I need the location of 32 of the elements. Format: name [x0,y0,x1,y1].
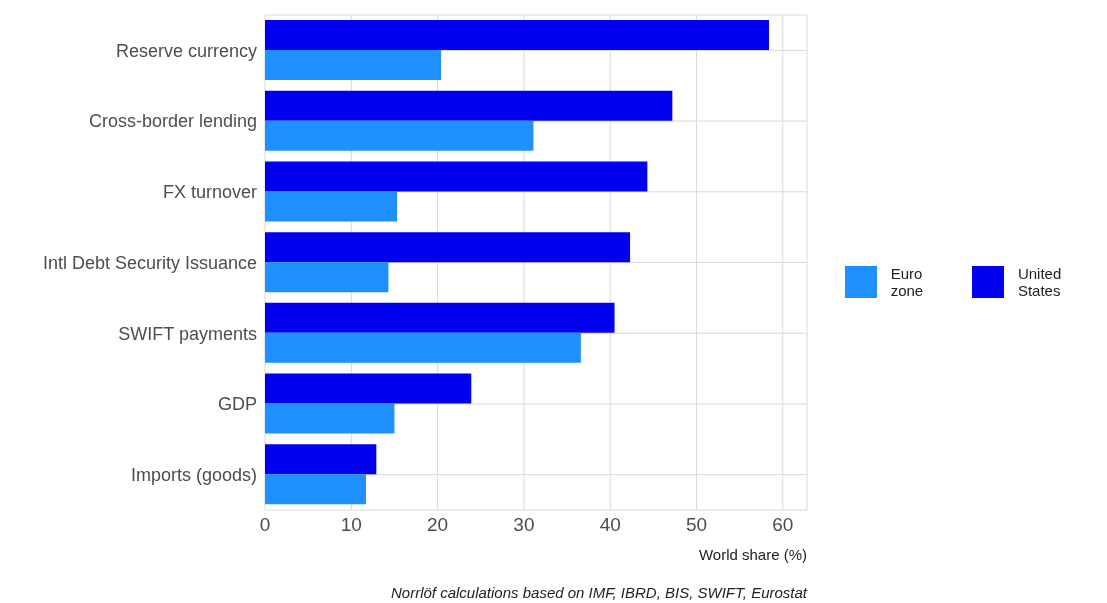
bar [265,332,581,363]
legend-label: Euro zone [890,265,925,299]
legend-label: United States [1017,265,1063,299]
bar [265,232,631,263]
bar [265,474,366,505]
y-tick-label: Intl Debt Security Issuance [42,252,257,273]
bar [265,90,673,121]
bar [265,20,770,50]
text: Norrlöf calculations based on IMF, IBRD, BIS, SWIFT, Eurostat [391,584,807,601]
x-tick-label: 10 [340,514,362,536]
y-tick-label: Imports (goods) [130,465,257,486]
x-tick-label: 30 [513,514,535,536]
y-tick-label: SWIFT payments [118,323,257,344]
bar [265,191,398,222]
bar [265,302,615,333]
y-tick-label: FX turnover [162,182,257,203]
x-tick-label: 60 [772,514,794,536]
bar [265,403,395,434]
bar [265,444,377,475]
x-tick-label: 0 [259,514,271,536]
bar [265,50,442,80]
y-tick-label: Reserve currency [115,40,257,61]
bar [265,373,472,404]
y-tick-label: GDP [217,394,257,415]
bar [265,161,648,192]
y-tick-label: Cross-border lending [88,111,257,132]
x-tick-label: 50 [685,514,708,536]
bar [265,120,534,151]
bar [265,262,389,293]
x-tick-label: 40 [599,514,621,536]
x-tick-label: 20 [427,514,449,536]
x-axis-title: World share (%) [698,546,807,563]
